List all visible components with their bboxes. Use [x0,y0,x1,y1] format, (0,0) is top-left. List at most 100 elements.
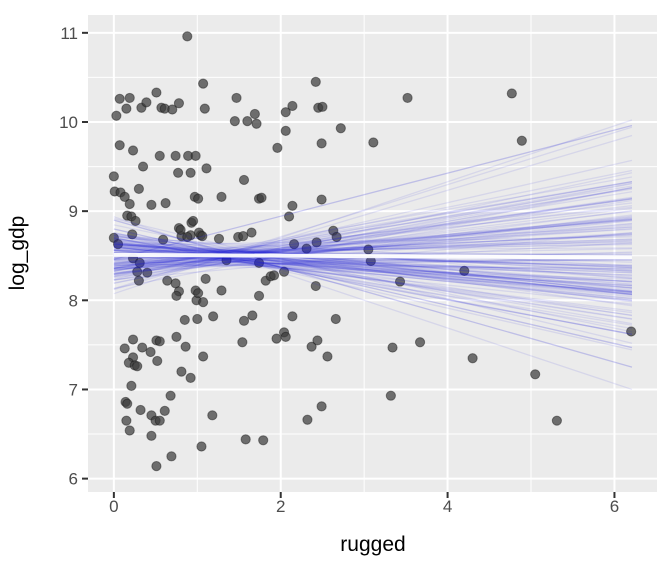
scatter-point [306,341,317,352]
x-tick-label: 2 [276,497,285,516]
scatter-point [124,92,135,104]
scatter-point [151,461,162,472]
sample-line [113,191,633,276]
scatter-point [331,231,342,243]
sample-line [113,259,632,264]
scatter-point [142,267,153,278]
sample-line [113,172,633,285]
sample-line [113,239,633,293]
scatter-point [154,336,165,347]
scatter-point [459,265,470,276]
sample-line [113,134,633,291]
scatter-point [231,92,242,104]
sample-line [113,216,633,391]
scatter-point [127,229,138,240]
scatter-point [152,355,163,367]
sample-line [113,216,633,267]
scatter-point [253,257,265,268]
scatter-point [271,333,282,344]
sample-line [113,182,633,277]
sample-line [113,234,632,258]
scatter-point [134,257,145,268]
sample-line [113,241,632,254]
mean-regression-line [113,252,632,260]
sample-line [113,251,632,270]
sample-line [113,260,632,270]
scatter-point [317,101,328,112]
scatter-point [626,326,637,337]
sample-line [113,241,633,300]
scatter-point [108,171,119,182]
scatter-point [310,76,321,87]
scatter-point [154,415,165,426]
scatter-point [114,93,125,104]
scatter-point [287,200,298,211]
sample-line [113,249,633,294]
scatter-point [530,369,541,380]
x-tick-label: 0 [109,497,118,516]
scatter-point [146,430,157,441]
scatter-point [551,415,562,426]
scatter-point [283,211,295,222]
x-tick-label: 4 [443,497,452,516]
scatter-point [151,87,162,98]
sample-line [113,186,633,284]
sample-line [113,243,633,289]
sample-line [113,217,633,276]
scatter-point [213,233,225,244]
scatter-point [166,451,177,462]
scatter-point [173,98,185,109]
scatter-point [132,361,143,372]
sample-line [113,234,633,317]
sample-line [113,261,632,282]
scatter-point [180,341,191,352]
scatter-point [126,380,137,392]
sample-line [113,245,633,314]
scatter-point [127,334,139,345]
sample-line [113,196,633,275]
sample-line [113,214,633,278]
scatter-point [249,108,260,120]
scatter-point [190,150,201,161]
sample-line-outlier [113,219,633,368]
scatter-point [185,167,196,178]
scatter-point [176,366,187,377]
sample-line [113,259,632,262]
scatter-point [199,103,210,114]
scatter-point [201,163,212,174]
scatter-point [316,138,327,149]
scatter-point [121,415,132,426]
sample-line [113,253,632,274]
scatter-point [159,405,170,416]
sample-line-outlier [113,228,633,349]
scatter-point [119,343,130,354]
sample-line [113,243,632,255]
sample-line [113,238,632,256]
scatter-point [114,140,125,151]
sample-line [113,219,633,267]
scatter-point [247,310,258,321]
y-tick-label: 7 [69,380,78,399]
scatter-point [160,198,171,209]
scatter-point [368,137,379,148]
sample-line [113,119,633,295]
scatter-point [216,191,227,202]
sample-line [113,220,633,275]
scatter-point [188,215,199,227]
scatter-point [193,288,204,299]
y-tick-label: 10 [59,113,78,132]
scatter-point [287,100,298,112]
sample-line [113,183,633,281]
scatter-point [179,314,190,326]
scatter-point [198,78,209,89]
sample-line [113,232,633,351]
sample-line [113,242,632,256]
sample-line [113,257,632,269]
scatter-point [182,31,193,42]
sample-line [113,253,632,276]
scatter-point [330,313,341,325]
sample-line [113,236,632,246]
sample-line [113,232,633,271]
scatter-points [108,31,637,472]
